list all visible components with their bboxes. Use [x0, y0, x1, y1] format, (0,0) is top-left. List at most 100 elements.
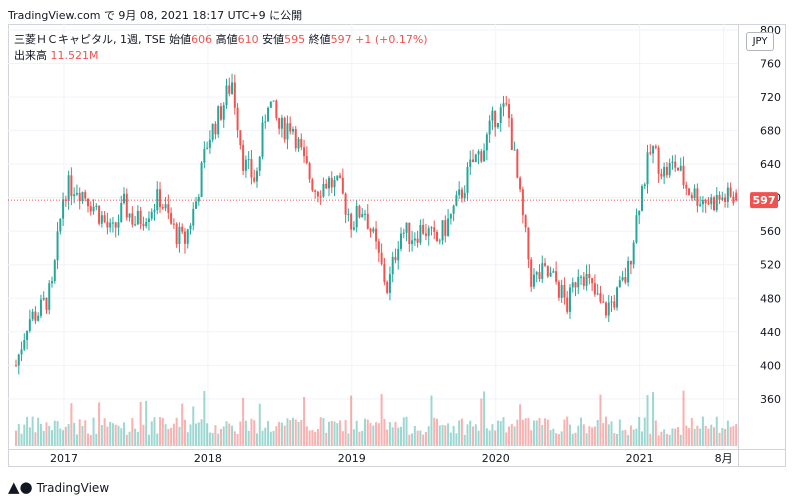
- candle-body: [663, 166, 666, 177]
- candle-body: [424, 233, 427, 236]
- candle-body: [81, 192, 84, 202]
- volume-bar: [269, 431, 272, 446]
- candle-body: [322, 183, 325, 197]
- candle-body: [244, 159, 247, 171]
- volume-bar: [95, 433, 98, 446]
- volume-bar: [39, 423, 42, 446]
- volume-bar: [574, 432, 577, 446]
- candle-body: [128, 213, 131, 218]
- volume-value: 11.521M: [50, 49, 99, 62]
- volume-bar: [183, 419, 186, 446]
- volume-bar: [688, 428, 691, 446]
- candle-body: [125, 193, 128, 218]
- candle-body: [516, 149, 519, 178]
- candle-body: [222, 105, 225, 120]
- candle-body: [319, 196, 322, 198]
- candle-body: [463, 192, 466, 199]
- volume-bar: [552, 428, 555, 446]
- volume-bar: [582, 424, 585, 446]
- volume-bar: [613, 433, 616, 446]
- volume-bar: [704, 425, 707, 446]
- candle-body: [682, 165, 685, 185]
- candle-body: [718, 194, 721, 200]
- candle-body: [729, 187, 732, 197]
- volume-bar: [377, 423, 380, 446]
- volume-bar: [189, 424, 192, 446]
- volume-bar: [275, 426, 278, 446]
- volume-bar: [330, 420, 333, 446]
- volume-bar: [386, 429, 389, 446]
- volume-bar: [699, 428, 702, 446]
- candle-body: [183, 231, 186, 244]
- candle-body: [352, 227, 355, 230]
- volume-bar: [676, 427, 679, 446]
- candle-body: [602, 301, 605, 303]
- candle-body: [577, 277, 580, 288]
- volume-bar: [674, 428, 677, 446]
- candle-body: [679, 165, 682, 171]
- candle-body: [685, 184, 688, 189]
- candle-body: [330, 177, 333, 188]
- volume-bar: [463, 434, 466, 446]
- currency-button[interactable]: JPY: [746, 32, 774, 51]
- candle-body: [377, 241, 380, 253]
- candle-body: [568, 287, 571, 312]
- volume-bar: [17, 424, 20, 446]
- candle-body: [303, 147, 306, 157]
- candle-body: [294, 128, 297, 149]
- y-tick-label: 480: [760, 292, 781, 305]
- volume-bar: [352, 429, 355, 446]
- volume-bar: [535, 420, 538, 446]
- volume-bar: [167, 428, 170, 446]
- volume-bar: [400, 426, 403, 446]
- volume-bar: [585, 433, 588, 446]
- candlestick-chart[interactable]: 3604004404805205606006406807207608002017…: [8, 24, 786, 467]
- volume-bar: [291, 417, 294, 446]
- candle-body: [347, 213, 350, 215]
- y-tick-label: 400: [760, 359, 781, 372]
- candle-body: [513, 149, 516, 151]
- volume-bar: [34, 432, 37, 446]
- candle-body: [499, 107, 502, 124]
- volume-bar: [45, 422, 48, 446]
- volume-bar: [303, 396, 306, 446]
- volume-bar: [693, 428, 696, 446]
- candle-body: [397, 248, 400, 261]
- volume-bar: [219, 428, 222, 446]
- candle-body: [674, 161, 677, 168]
- volume-bar: [369, 423, 372, 446]
- volume-bar: [571, 433, 574, 446]
- candle-body: [580, 276, 583, 278]
- candle-body: [452, 205, 455, 214]
- volume-bar: [488, 430, 491, 446]
- candle-body: [388, 274, 391, 293]
- y-tick-label: 640: [760, 158, 781, 171]
- volume-bar: [640, 431, 643, 446]
- candle-body: [652, 146, 655, 154]
- volume-bar: [557, 434, 560, 446]
- volume-bar: [724, 428, 727, 446]
- volume-bar: [239, 421, 242, 446]
- volume-bar: [544, 418, 547, 446]
- candle-body: [62, 199, 65, 219]
- candle-body: [197, 196, 200, 202]
- candle-body: [311, 179, 314, 191]
- volume-bar: [563, 419, 566, 446]
- candle-body: [333, 180, 336, 188]
- symbol-label[interactable]: 三菱ＨＣキャピタル, 1週, TSE: [14, 33, 166, 46]
- volume-bar: [408, 434, 411, 446]
- candle-body: [483, 150, 486, 162]
- x-tick-label: 2021: [626, 452, 654, 465]
- volume-bar: [541, 425, 544, 446]
- candle-body: [283, 117, 286, 140]
- candle-body: [123, 193, 126, 203]
- candle-body: [109, 222, 112, 228]
- candle-body: [103, 215, 106, 222]
- volume-bar: [131, 418, 134, 446]
- volume-bar: [363, 418, 366, 446]
- volume-bar: [244, 420, 247, 446]
- footer-brand: ▲● TradingView: [8, 478, 109, 496]
- volume-bar: [145, 400, 148, 446]
- volume-bar: [217, 433, 220, 446]
- volume-bar: [142, 424, 145, 446]
